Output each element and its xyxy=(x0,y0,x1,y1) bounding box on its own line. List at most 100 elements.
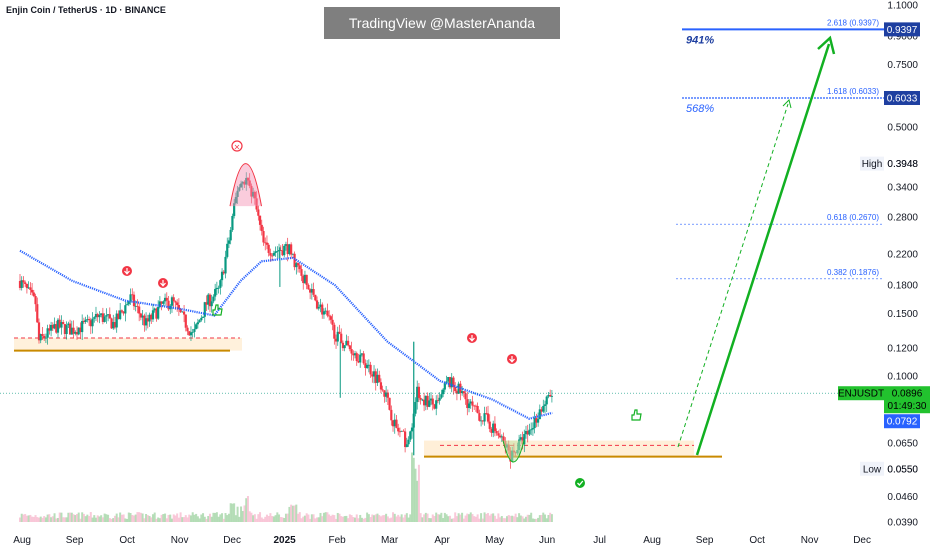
date-tick-label: Sep xyxy=(696,535,714,546)
candle-body xyxy=(397,427,400,432)
volume-bar xyxy=(222,518,225,522)
date-tick-label: Sep xyxy=(66,535,84,546)
volume-bar xyxy=(421,517,424,522)
volume-bar xyxy=(243,505,246,522)
date-tick-label: Jul xyxy=(593,535,606,546)
candle-body xyxy=(469,401,472,404)
volume-bar xyxy=(431,514,434,522)
volume-bar xyxy=(509,515,512,522)
candle-body xyxy=(466,399,469,409)
moving-average xyxy=(19,249,553,420)
volume-bar xyxy=(96,515,99,522)
price-tick-label: 0.0460 xyxy=(887,492,918,503)
candle-body xyxy=(144,318,148,326)
volume-bar xyxy=(176,513,179,522)
volume-bar xyxy=(203,516,206,522)
candle-body xyxy=(462,391,465,394)
volume-bar xyxy=(93,515,96,522)
time-axis[interactable]: Aug Sep Oct Nov Dec 2025 Feb Mar Apr May Jun Jul Aug… xyxy=(13,535,871,546)
candle-body xyxy=(229,229,232,241)
volume-bar xyxy=(143,518,146,522)
volume-bar xyxy=(250,512,253,522)
volume-bar xyxy=(70,512,73,522)
candle-body xyxy=(290,244,293,255)
volume-bar xyxy=(117,517,120,522)
volume-bar xyxy=(150,517,153,522)
candle-body xyxy=(495,431,498,434)
volume-bar xyxy=(101,517,104,522)
candle-body xyxy=(293,253,296,268)
volume-bar xyxy=(488,515,491,522)
volume-bar xyxy=(41,517,44,522)
volume-bar xyxy=(253,514,256,522)
candle-body xyxy=(549,394,552,397)
volume-bar xyxy=(229,503,232,522)
volume-bar xyxy=(272,516,275,522)
candle-body xyxy=(400,430,403,432)
candle-body xyxy=(227,240,231,244)
candle-body xyxy=(443,383,446,390)
candle-body xyxy=(148,314,151,322)
volume-bar xyxy=(436,514,439,522)
volume-bar xyxy=(445,514,448,522)
volume-bar xyxy=(215,512,218,522)
candle-body xyxy=(119,310,122,319)
candle-body xyxy=(359,354,362,363)
candle-body xyxy=(20,280,23,288)
candle-body xyxy=(438,397,441,401)
volume-bar xyxy=(274,515,277,522)
volume-bar xyxy=(390,517,393,522)
volume-bar xyxy=(367,514,370,522)
volume-bar xyxy=(307,514,310,522)
volume-bar xyxy=(329,515,332,522)
candle-body xyxy=(409,431,412,440)
candle-body xyxy=(376,374,379,383)
fib-price-badge xyxy=(884,90,920,105)
volume-bar xyxy=(538,515,541,522)
candle-body xyxy=(528,429,531,435)
candle-body xyxy=(239,183,243,188)
candle-body xyxy=(414,401,417,414)
down-arrow-glyph xyxy=(124,268,130,275)
candle-body xyxy=(84,319,87,323)
candle-body xyxy=(170,297,174,306)
candle-body xyxy=(271,255,274,257)
volume-bar xyxy=(345,515,348,522)
volume-bar xyxy=(36,517,39,522)
volume-bar xyxy=(148,515,151,522)
candle-body xyxy=(452,377,455,388)
candle-body xyxy=(390,409,393,421)
volume-bar xyxy=(227,513,230,522)
candle-body xyxy=(162,301,165,304)
price-tick-label: 0.1000 xyxy=(887,372,918,383)
candle-body xyxy=(56,319,60,333)
volume-bar xyxy=(55,518,58,522)
volume-bar xyxy=(540,514,543,522)
candle-body xyxy=(296,263,300,266)
candle-body xyxy=(435,400,438,409)
price-tick-label: 0.1800 xyxy=(887,281,918,292)
volume-bar xyxy=(528,514,531,522)
price-axis[interactable]: 1.1000 0.9000 0.7500 0.5000 0.3948 0.3400 0.28… xyxy=(838,1,930,529)
candle-body xyxy=(386,392,389,398)
x-mark-glyph: × xyxy=(234,143,241,152)
candle-body xyxy=(210,301,213,307)
volume-bar xyxy=(447,516,450,522)
candle-body xyxy=(43,335,46,339)
candle-body xyxy=(127,301,130,305)
candle-body xyxy=(276,250,279,252)
price-tick-label: 1.1000 xyxy=(887,1,918,12)
candle-body xyxy=(372,371,376,377)
volume-bar xyxy=(407,517,410,522)
candle-body xyxy=(334,338,338,342)
candle-body xyxy=(442,389,445,395)
volume-bar xyxy=(316,517,319,522)
volume-bar xyxy=(48,514,51,522)
candle-body xyxy=(371,374,374,377)
candle-body xyxy=(108,314,111,319)
volume-bar xyxy=(24,514,27,522)
candle-body xyxy=(193,328,196,332)
candle-body xyxy=(131,294,134,296)
candle-body xyxy=(355,353,358,362)
